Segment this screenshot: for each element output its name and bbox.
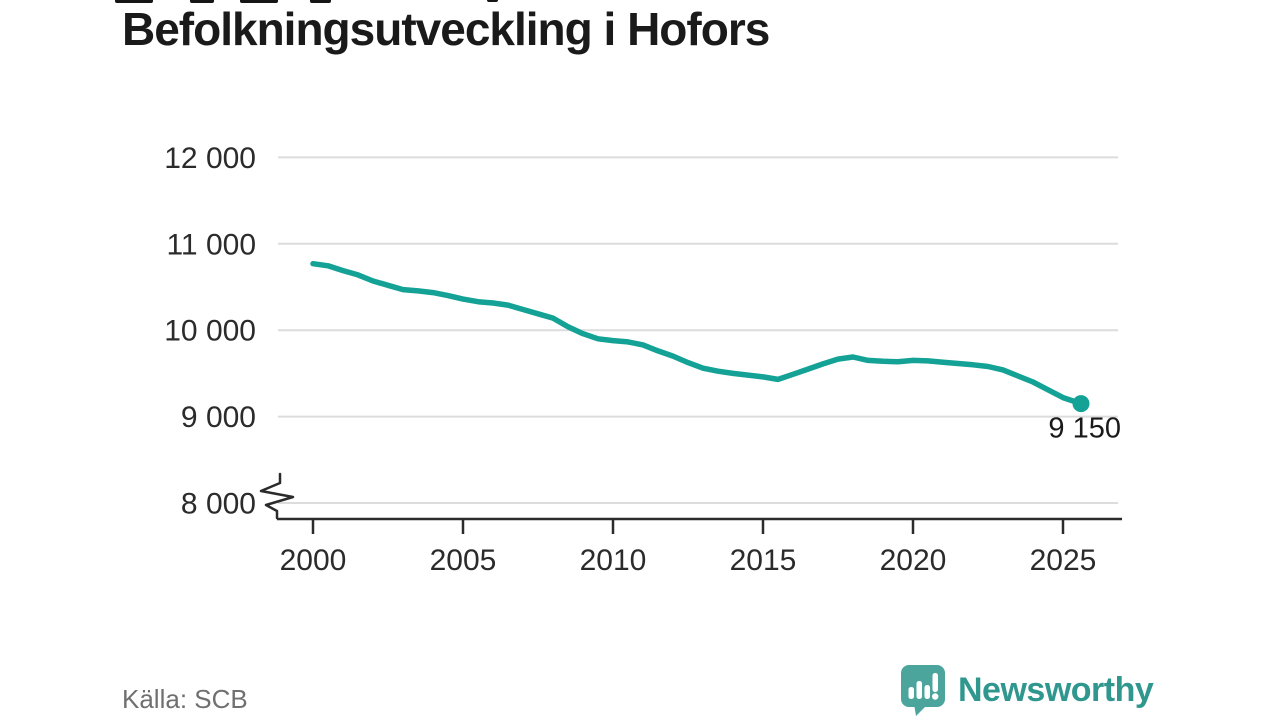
y-tick-label: 8 000 — [181, 488, 256, 521]
newsworthy-wordmark: Newsworthy — [958, 671, 1154, 709]
x-tick-label: 2005 — [430, 544, 497, 577]
y-axis-break-icon — [259, 472, 295, 520]
source-label: Källa: SCB — [122, 684, 248, 714]
x-axis-ticks: 2000 2005 2010 2015 2020 2025 — [280, 520, 1097, 577]
newsworthy-bubble-icon — [901, 665, 945, 716]
y-tick-label: 11 000 — [166, 228, 256, 261]
chart-title: Befolkningsutveckling i Hofors — [122, 3, 770, 55]
gridlines — [278, 156, 1118, 504]
end-point-value-label: 9 150 — [1048, 413, 1121, 445]
y-tick-label: 9 000 — [181, 401, 256, 434]
y-tick-label: 12 000 — [164, 142, 256, 175]
y-axis-labels: 12 000 11 000 10 000 9 000 8 000 — [164, 142, 256, 521]
bar-chart-glyph — [908, 673, 939, 700]
x-tick-label: 2025 — [1030, 544, 1097, 577]
clipped-text-fragment — [240, 0, 278, 3]
clipped-text-fragment — [487, 0, 498, 2]
clipped-text-fragment — [310, 0, 331, 3]
clipped-text-fragment — [115, 0, 153, 3]
clipped-text-fragment — [190, 0, 214, 3]
population-line — [310, 260, 1084, 407]
x-tick-label: 2020 — [880, 544, 947, 577]
x-tick-label: 2010 — [580, 544, 647, 577]
newsworthy-logo: Newsworthy — [899, 663, 1154, 717]
x-tick-label: 2015 — [730, 544, 797, 577]
population-series: 9 150 — [310, 260, 1121, 445]
x-tick-label: 2000 — [280, 544, 347, 577]
end-point-dot — [1072, 395, 1090, 413]
y-tick-label: 10 000 — [164, 315, 256, 348]
